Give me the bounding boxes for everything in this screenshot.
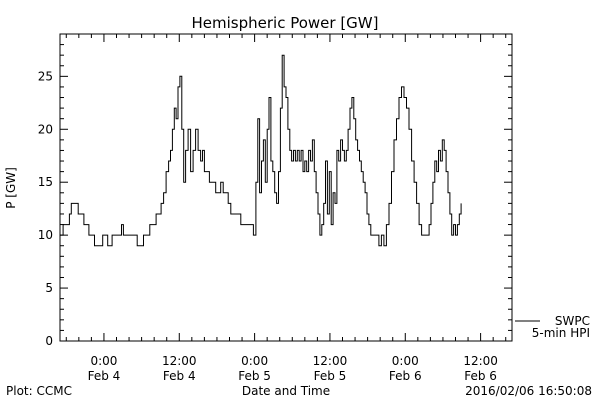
x-axis-label: Date and Time: [242, 384, 330, 398]
y-tick-label: 25: [38, 69, 53, 83]
chart-title: Hemispheric Power [GW]: [192, 14, 379, 32]
series-line-swpc: [60, 54, 462, 247]
x-tick-date-label: Feb 4: [163, 369, 196, 383]
y-tick-label: 20: [38, 122, 53, 136]
x-tick-date-label: Feb 6: [464, 369, 497, 383]
plot-border: [59, 33, 513, 342]
x-tick-time-label: 0:00: [241, 354, 268, 368]
plot-credit: Plot: CCMC: [6, 384, 72, 398]
x-tick-date-label: Feb 5: [238, 369, 271, 383]
plot-frame: [59, 33, 513, 342]
y-tick-label: 5: [45, 281, 53, 295]
x-tick-date-label: Feb 5: [314, 369, 347, 383]
plot-timestamp: 2016/02/06 16:50:08: [465, 384, 592, 398]
x-tick-time-label: 12:00: [162, 354, 197, 368]
x-tick-time-label: 12:00: [463, 354, 498, 368]
y-tick-label: 10: [38, 228, 53, 242]
x-tick-time-label: 12:00: [313, 354, 348, 368]
legend-label: 5-min HPI: [532, 326, 590, 340]
x-tick-date-label: Feb 6: [389, 369, 422, 383]
x-tick-date-label: Feb 4: [88, 369, 121, 383]
legend-label: SWPC: [555, 314, 590, 328]
y-tick-label: 0: [45, 334, 53, 348]
y-axis-label: P [GW]: [4, 167, 18, 209]
x-tick-time-label: 0:00: [392, 354, 419, 368]
y-tick-label: 15: [38, 175, 53, 189]
x-tick-time-label: 0:00: [90, 354, 117, 368]
series-layer: [60, 54, 462, 247]
